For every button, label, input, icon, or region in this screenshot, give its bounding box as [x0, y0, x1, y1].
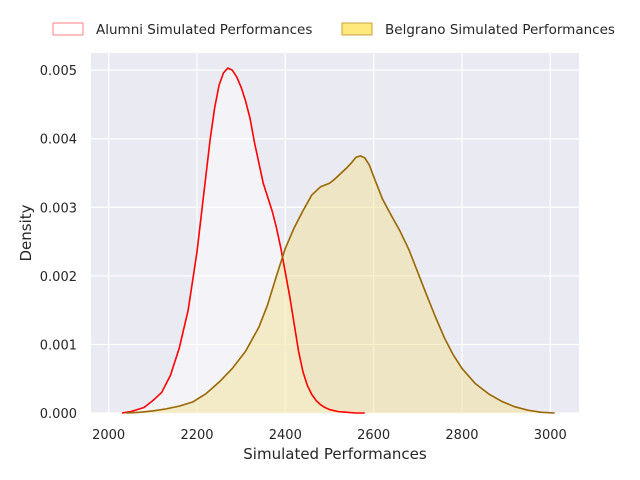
x-axis: 2000 2200 2400 2600 2800 3000 [92, 428, 567, 443]
series-area-0 [121, 68, 365, 413]
legend-label-1: Belgrano Simulated Performances [385, 22, 615, 38]
series-area-1 [126, 155, 555, 414]
x-tick-label-4: 2800 [445, 428, 478, 443]
y-tick-label-3: 0.003 [40, 201, 77, 216]
y-tick-label-5: 0.005 [40, 64, 77, 79]
y-tick-label-4: 0.004 [40, 133, 77, 148]
grid [91, 53, 579, 414]
x-tick-label-3: 2600 [357, 428, 390, 443]
legend-swatch-1 [341, 22, 373, 36]
x-tick-label-1: 2200 [180, 428, 213, 443]
x-tick-label-2: 2400 [269, 428, 302, 443]
y-axis-label: Density [17, 204, 35, 261]
legend: Alumni Simulated Performances Belgrano Si… [52, 22, 615, 38]
legend-swatch-0 [52, 22, 84, 36]
series-line-1 [126, 155, 555, 414]
series-layer [121, 67, 555, 414]
legend-label-0: Alumni Simulated Performances [96, 22, 312, 38]
x-tick-label-5: 3000 [534, 428, 567, 443]
plot-area [91, 53, 579, 413]
y-tick-label-2: 0.002 [40, 270, 77, 285]
x-tick-label-0: 2000 [92, 428, 125, 443]
y-axis: 0.000 0.001 0.002 0.003 0.004 0.005 [40, 64, 77, 422]
y-tick-label-0: 0.000 [40, 407, 77, 422]
series-line-0 [121, 67, 365, 414]
y-tick-label-1: 0.001 [40, 338, 77, 353]
x-axis-label: Simulated Performances [243, 445, 427, 463]
